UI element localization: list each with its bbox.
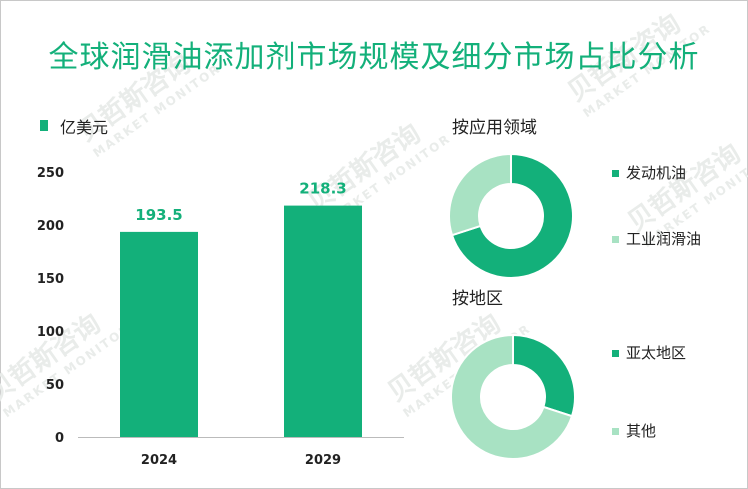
legend-swatch [612, 236, 619, 243]
x-tick-label: 2024 [141, 453, 177, 468]
bar-value-label: 193.5 [135, 206, 182, 224]
legend-swatch [612, 428, 619, 435]
legend-label: 亚太地区 [626, 344, 686, 362]
bar-value-label: 218.3 [299, 180, 346, 198]
y-tick-label: 150 [37, 272, 64, 287]
pie-slice [450, 333, 574, 460]
pie-slice [512, 333, 576, 418]
legend-label: 亿美元 [60, 118, 108, 137]
y-tick-label: 100 [37, 325, 64, 340]
y-tick-label: 50 [46, 378, 64, 393]
legend-swatch [612, 170, 619, 177]
y-tick-label: 250 [37, 166, 64, 181]
legend-label: 其他 [626, 422, 656, 440]
y-tick-label: 200 [37, 219, 64, 234]
bar [120, 231, 198, 437]
y-tick-label: 0 [55, 431, 64, 446]
legend-label: 发动机油 [626, 164, 686, 182]
bar [284, 205, 362, 437]
pie-title: 按地区 [452, 289, 503, 309]
legend-swatch [612, 350, 619, 357]
chart-title: 全球润滑油添加剂市场规模及细分市场占比分析 [48, 40, 700, 75]
pie-slice [448, 152, 512, 237]
pie-slice [450, 152, 574, 279]
legend-swatch [40, 120, 48, 131]
x-tick-label: 2029 [305, 453, 341, 468]
pie-title: 按应用领域 [452, 118, 537, 138]
legend-label: 工业润滑油 [626, 230, 701, 248]
